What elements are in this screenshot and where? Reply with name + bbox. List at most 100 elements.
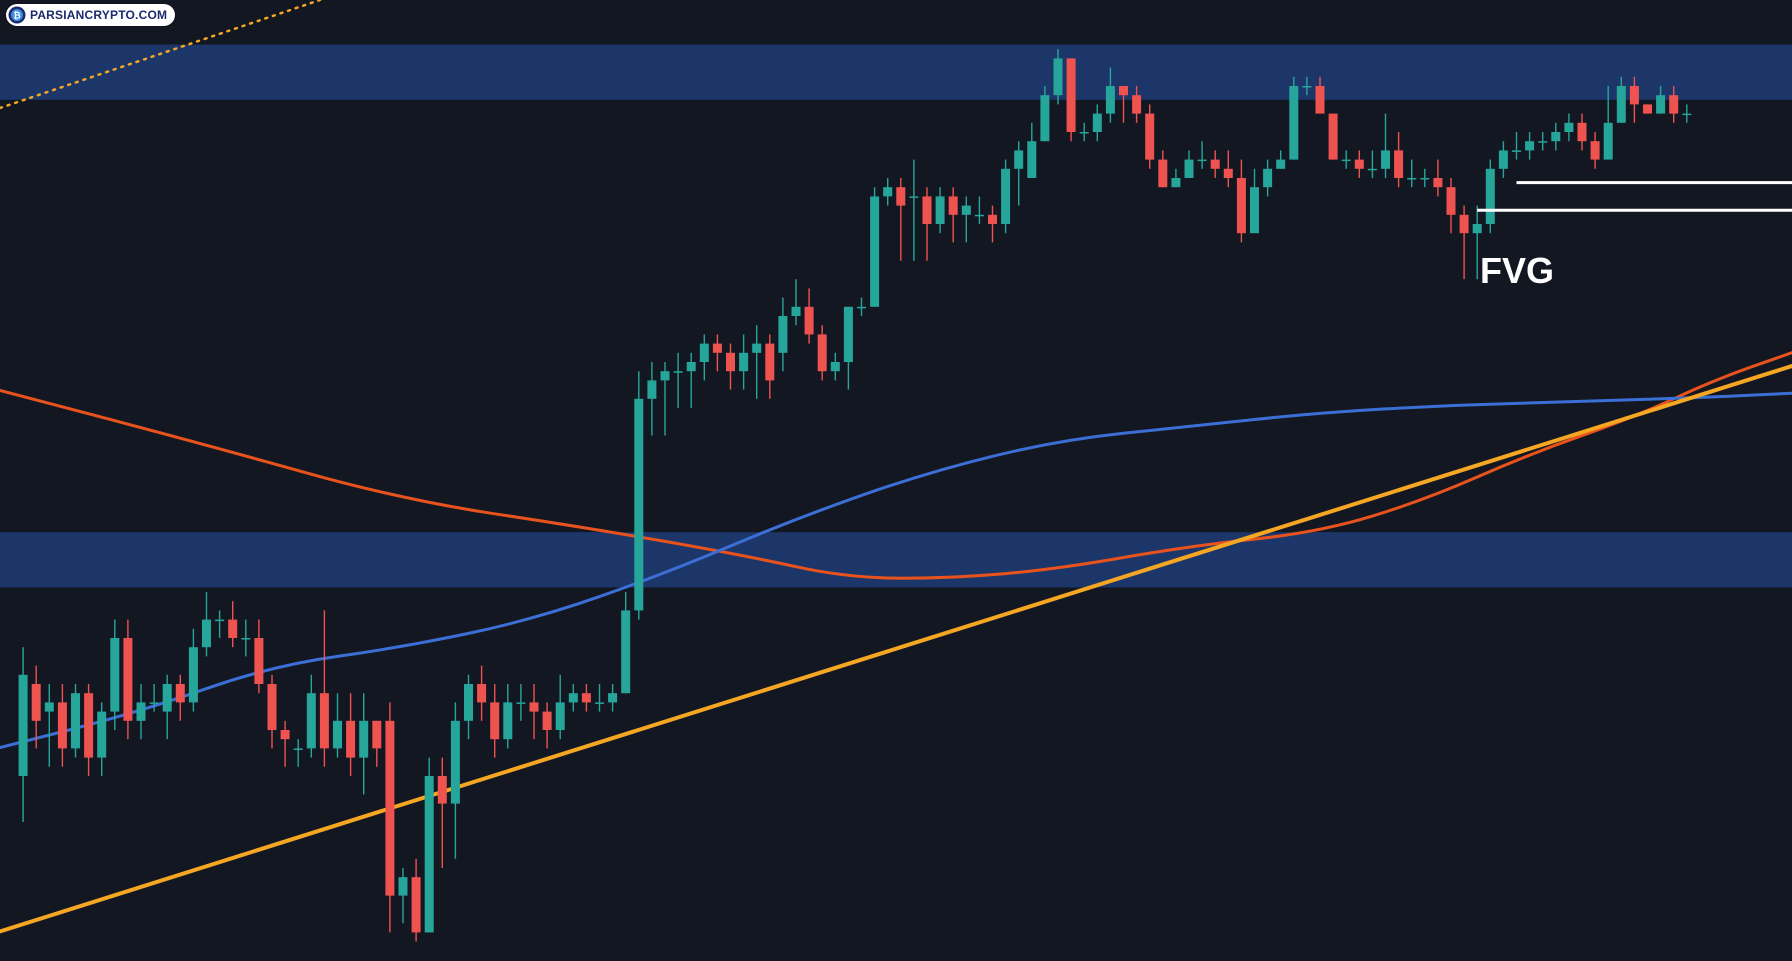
candle bbox=[948, 187, 958, 243]
candle bbox=[1092, 104, 1102, 142]
candle-body bbox=[228, 619, 238, 638]
candle-body bbox=[57, 702, 67, 749]
candle bbox=[752, 325, 762, 399]
candle bbox=[175, 674, 185, 721]
candle-body bbox=[372, 720, 382, 749]
candle bbox=[843, 306, 853, 390]
candle-body bbox=[319, 693, 329, 749]
candle-body bbox=[215, 619, 225, 622]
candle bbox=[84, 684, 94, 776]
candle bbox=[123, 619, 133, 740]
candle bbox=[424, 757, 434, 933]
candle bbox=[1289, 76, 1299, 160]
candle-body bbox=[1603, 122, 1613, 160]
candle-body bbox=[1367, 168, 1377, 171]
candle-body bbox=[359, 720, 369, 758]
candle-body bbox=[1616, 86, 1626, 123]
candle bbox=[608, 684, 618, 712]
candle bbox=[896, 178, 906, 261]
candle bbox=[333, 693, 342, 758]
candle-body bbox=[909, 196, 919, 198]
candle bbox=[830, 352, 840, 381]
candle-body bbox=[490, 702, 500, 740]
candle bbox=[1119, 86, 1128, 123]
candle bbox=[503, 684, 513, 749]
candle-body bbox=[1551, 132, 1561, 142]
candle bbox=[726, 343, 735, 390]
candle bbox=[961, 196, 971, 243]
candle-body bbox=[922, 196, 932, 224]
candle bbox=[385, 702, 395, 933]
candle bbox=[634, 371, 644, 620]
candle bbox=[110, 619, 120, 730]
candle-body bbox=[1250, 187, 1259, 234]
candle-body bbox=[1407, 178, 1417, 180]
candle bbox=[1158, 150, 1168, 188]
candle-body bbox=[778, 316, 788, 353]
candle bbox=[1315, 76, 1325, 114]
candle bbox=[31, 665, 41, 749]
candle-body bbox=[961, 205, 971, 215]
candle bbox=[1446, 178, 1456, 234]
candle-body bbox=[398, 877, 408, 896]
candle-body bbox=[424, 776, 434, 933]
candle-body bbox=[568, 693, 578, 703]
candle bbox=[1001, 159, 1011, 234]
candle-body bbox=[804, 306, 814, 335]
candle-body bbox=[1223, 168, 1233, 178]
candle-body bbox=[1132, 95, 1142, 114]
watermark-badge: ₿ PARSIANCRYPTO.COM bbox=[6, 4, 176, 26]
candle-body bbox=[621, 610, 631, 694]
candle-body bbox=[450, 720, 460, 804]
candle bbox=[450, 702, 460, 859]
candle-body bbox=[1079, 132, 1089, 134]
candle bbox=[1485, 159, 1495, 234]
candlesticks bbox=[18, 49, 1692, 942]
candle-body bbox=[935, 196, 945, 224]
candle bbox=[1498, 141, 1508, 178]
candle bbox=[778, 297, 788, 372]
candle-body bbox=[464, 684, 473, 721]
candle bbox=[1236, 159, 1246, 243]
candle bbox=[1302, 76, 1312, 96]
candle bbox=[97, 702, 107, 776]
candle bbox=[1459, 205, 1469, 280]
candle-body bbox=[306, 693, 316, 749]
candle-body bbox=[857, 306, 866, 309]
candle bbox=[1328, 113, 1338, 160]
candle-body bbox=[1381, 150, 1390, 169]
candle-body bbox=[1001, 168, 1011, 224]
candle bbox=[1629, 76, 1639, 123]
candle-body bbox=[385, 720, 395, 896]
candle-body bbox=[1446, 187, 1456, 215]
candle bbox=[883, 178, 893, 206]
candle-body bbox=[752, 343, 762, 353]
fvg-lines bbox=[1477, 181, 1792, 212]
candle-body bbox=[1354, 159, 1364, 169]
candle-body bbox=[673, 371, 683, 373]
candle bbox=[870, 187, 880, 307]
candle-body bbox=[136, 702, 146, 721]
candle-body bbox=[699, 343, 709, 362]
candle-body bbox=[1394, 150, 1404, 178]
candle-body bbox=[1485, 168, 1495, 224]
candle-body bbox=[1682, 113, 1692, 116]
candle bbox=[1472, 205, 1482, 280]
candle bbox=[18, 647, 28, 822]
candle-body bbox=[1053, 58, 1063, 96]
candle bbox=[1066, 58, 1076, 142]
candle-body bbox=[1066, 58, 1076, 132]
candle bbox=[974, 196, 984, 224]
candle-body bbox=[1512, 150, 1521, 152]
candle bbox=[673, 352, 683, 408]
candle bbox=[1354, 150, 1364, 178]
candle-body bbox=[870, 196, 880, 307]
candle bbox=[228, 601, 238, 648]
candle-body bbox=[477, 684, 487, 703]
candle bbox=[1682, 104, 1692, 123]
candle-body bbox=[411, 877, 421, 933]
candle-body bbox=[647, 380, 657, 399]
candle-body bbox=[1341, 159, 1351, 162]
candle-body bbox=[149, 702, 159, 704]
